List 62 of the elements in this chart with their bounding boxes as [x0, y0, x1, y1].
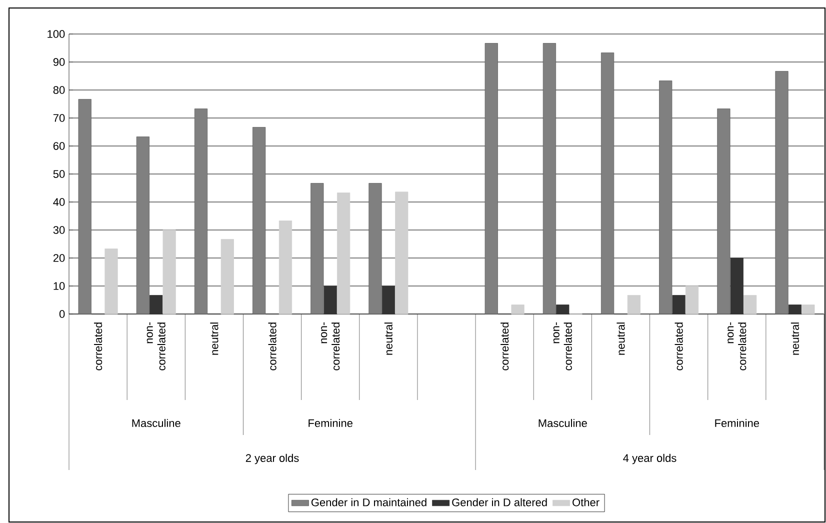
bar: [730, 258, 744, 314]
legend-label: Gender in D altered: [452, 498, 547, 506]
x-tick-label: correlated: [268, 322, 276, 370]
text: Masculine: [132, 418, 180, 428]
bar: [672, 295, 686, 314]
y-tick-label: 80: [53, 86, 65, 94]
bar: [659, 80, 672, 314]
x-tick-label: non-correlated: [321, 322, 340, 370]
y-tick-label: 30: [53, 226, 65, 234]
bar: [484, 43, 498, 314]
x-tick-label: non-correlated: [146, 322, 166, 370]
legend-label: Gender in D maintained: [311, 498, 426, 506]
text: Masculine: [538, 418, 587, 428]
text: Feminine: [308, 418, 352, 428]
x-tick-label: neutral: [616, 322, 625, 355]
y-tick-label: 10: [54, 282, 65, 290]
text: Feminine: [715, 418, 760, 428]
bar: [395, 192, 408, 314]
bar: [744, 295, 757, 314]
bar: [194, 108, 208, 314]
bar: [104, 248, 118, 314]
text: 4 year olds: [623, 454, 676, 464]
x-tick-label: non-correlated: [553, 322, 572, 370]
y-tick-label: 70: [53, 114, 65, 122]
bar: [368, 183, 382, 314]
bar: [220, 239, 234, 314]
bar: [600, 52, 614, 314]
bar: [788, 304, 802, 314]
y-tick-label: 0: [59, 310, 65, 318]
x-tick-label: neutral: [790, 322, 800, 355]
x-tick-label: correlated: [94, 322, 102, 370]
y-tick-label: 60: [53, 142, 65, 150]
bar: [150, 295, 163, 314]
y-tick-label: 50: [53, 170, 65, 178]
text: 2 year olds: [246, 454, 299, 464]
legend-label: Other: [572, 498, 600, 506]
x-tick-label: correlated: [500, 322, 509, 370]
x-tick-label: neutral: [384, 322, 392, 355]
bar: [717, 108, 730, 314]
x-tick-label: correlated: [674, 322, 683, 370]
bar: [252, 127, 266, 314]
bar: [162, 230, 176, 314]
bar: [337, 192, 350, 314]
bar: [78, 99, 92, 314]
bar: [511, 304, 524, 314]
bar: [542, 43, 556, 314]
bar: [627, 295, 640, 314]
bar: [775, 71, 788, 314]
bar: [310, 183, 324, 314]
bar: [136, 136, 150, 314]
y-tick-label: 100: [48, 30, 65, 38]
y-tick-label: 40: [53, 198, 65, 206]
bar: [382, 286, 395, 314]
bar: [324, 286, 337, 314]
bar: [802, 304, 815, 314]
y-tick-label: 90: [53, 58, 65, 66]
bar: [685, 286, 699, 314]
y-tick-label: 20: [53, 254, 65, 262]
x-tick-label: non-correlated: [728, 322, 746, 370]
bar: [556, 304, 570, 314]
bar: [278, 220, 292, 314]
x-tick-label: neutral: [210, 322, 218, 355]
